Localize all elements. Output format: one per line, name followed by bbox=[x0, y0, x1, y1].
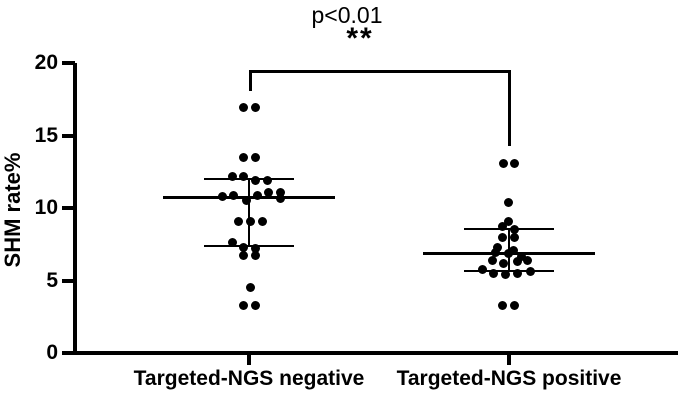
data-point bbox=[497, 233, 507, 243]
sig-bracket-right-leg bbox=[508, 70, 511, 146]
data-point bbox=[263, 188, 273, 198]
data-point bbox=[509, 225, 519, 235]
data-point bbox=[238, 242, 248, 252]
data-point bbox=[508, 245, 518, 255]
y-tick-label: 15 bbox=[34, 123, 58, 147]
y-tick-label: 10 bbox=[34, 196, 58, 219]
q3-cap bbox=[204, 178, 294, 180]
data-point bbox=[252, 191, 262, 201]
data-point bbox=[217, 191, 227, 201]
data-point bbox=[497, 222, 507, 232]
data-point bbox=[250, 300, 260, 310]
whisker-line bbox=[248, 179, 250, 247]
data-point bbox=[262, 175, 272, 185]
y-tick bbox=[62, 61, 75, 65]
x-tick bbox=[507, 355, 511, 365]
data-point bbox=[245, 216, 255, 226]
data-point bbox=[238, 152, 248, 162]
q1-cap bbox=[204, 245, 294, 248]
y-tick-label: 0 bbox=[46, 341, 58, 364]
data-point bbox=[238, 103, 248, 113]
significance-stars: ** bbox=[346, 22, 374, 55]
data-point bbox=[490, 248, 500, 258]
data-point bbox=[250, 175, 260, 185]
data-point bbox=[241, 196, 251, 206]
data-point bbox=[509, 158, 519, 168]
x-tick bbox=[247, 355, 251, 365]
data-point bbox=[512, 269, 522, 279]
y-tick bbox=[62, 133, 75, 138]
y-tick bbox=[62, 351, 75, 355]
data-point bbox=[503, 217, 513, 227]
q3-cap bbox=[464, 228, 554, 231]
data-point bbox=[228, 191, 238, 201]
data-point bbox=[238, 300, 248, 310]
x-axis-label-1: Targeted-NGS positive bbox=[396, 367, 622, 390]
data-point bbox=[477, 265, 487, 275]
data-point bbox=[492, 243, 502, 253]
data-point bbox=[250, 152, 260, 162]
data-point bbox=[500, 270, 510, 280]
data-point bbox=[497, 300, 507, 310]
data-point bbox=[516, 252, 526, 262]
data-point bbox=[488, 269, 498, 279]
y-tick-label: 5 bbox=[46, 268, 58, 292]
data-point bbox=[525, 266, 535, 276]
data-point bbox=[275, 188, 285, 198]
y-axis bbox=[73, 63, 77, 355]
data-point bbox=[512, 257, 522, 267]
p-value-text: p<0.01 bbox=[311, 2, 383, 28]
y-tick bbox=[62, 278, 75, 283]
x-axis-label-0: Targeted-NGS negative bbox=[133, 367, 365, 390]
data-point bbox=[487, 256, 497, 266]
data-point bbox=[509, 233, 519, 243]
sig-bracket-left-leg bbox=[249, 70, 252, 91]
data-point bbox=[257, 216, 267, 226]
data-point bbox=[498, 258, 508, 268]
data-point bbox=[238, 171, 248, 181]
x-axis bbox=[62, 351, 678, 355]
data-point bbox=[227, 237, 237, 247]
data-point bbox=[250, 103, 260, 113]
data-point bbox=[522, 256, 532, 266]
y-tick-label: 20 bbox=[34, 51, 58, 74]
data-point bbox=[238, 251, 248, 261]
data-point bbox=[503, 249, 513, 259]
data-point bbox=[498, 158, 508, 168]
data-point bbox=[509, 300, 519, 310]
data-point bbox=[227, 171, 237, 181]
data-point bbox=[245, 282, 255, 292]
data-point bbox=[233, 216, 243, 226]
data-point bbox=[503, 198, 513, 208]
sig-bracket-top bbox=[249, 70, 511, 73]
data-point bbox=[275, 194, 285, 204]
data-point bbox=[250, 251, 260, 261]
data-point bbox=[250, 244, 260, 254]
y-tick bbox=[62, 206, 75, 210]
